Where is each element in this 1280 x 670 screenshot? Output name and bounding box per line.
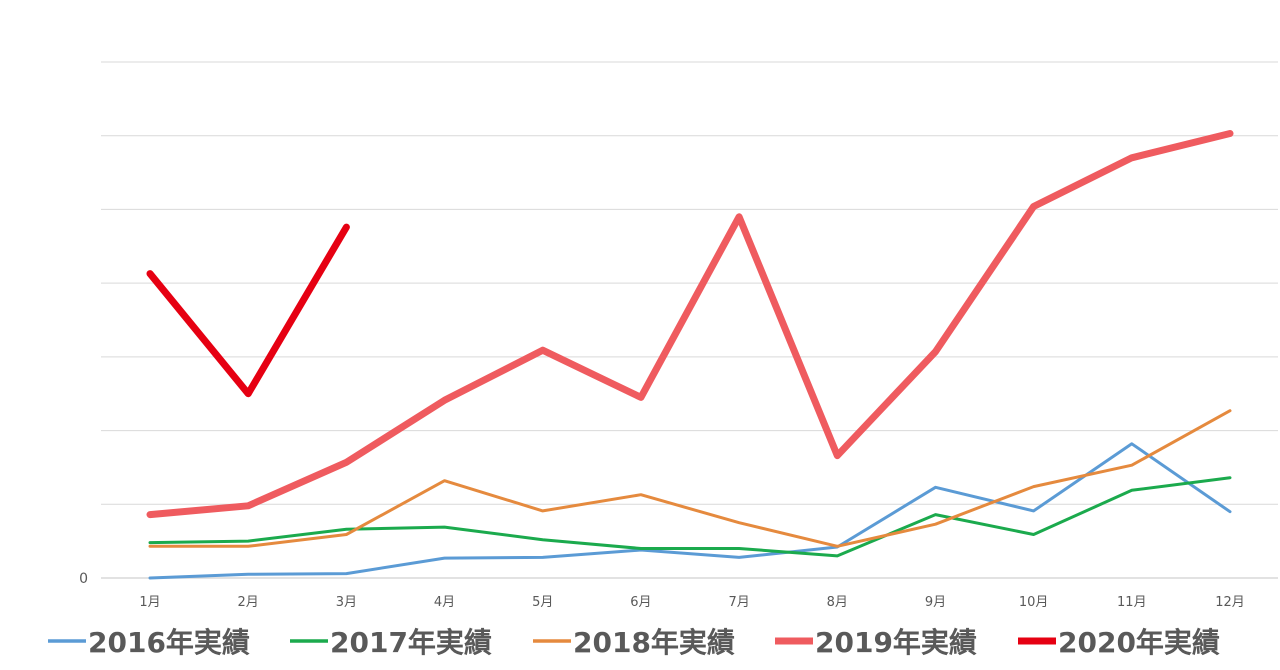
axes: 0 1月 2月 3月 4月 5月 6月 7月 8月 9月 10月 11月 12月 (79, 571, 1278, 610)
x-tick-label: 3月 (336, 595, 357, 610)
series-line-1 (148, 442, 1232, 580)
x-tick-label: 1月 (139, 595, 160, 610)
x-tick-label: 11月 (1117, 595, 1147, 610)
series-line-3 (148, 409, 1232, 548)
x-tick-label: 12月 (1215, 595, 1245, 610)
x-tick-label: 10月 (1019, 595, 1049, 610)
legend-label: 2019年実績 (815, 626, 977, 659)
legend-label: 2017年実績 (330, 626, 492, 659)
gridlines (101, 61, 1278, 505)
legend-label: 2018年実績 (573, 626, 735, 659)
y-tick-label: 0 (79, 571, 88, 587)
series-line-2 (148, 476, 1232, 558)
legend: 2016年実績 2017年実績 2018年実績 2019年実績 2020年実績 (48, 626, 1220, 659)
x-tick-label: 6月 (630, 595, 651, 610)
x-tick-label: 4月 (434, 595, 455, 610)
legend-label: 2016年実績 (88, 626, 250, 659)
x-tick-label: 8月 (827, 595, 848, 610)
x-tick-label: 2月 (238, 595, 259, 610)
series-lines (146, 130, 1234, 580)
series-line-5 (146, 223, 350, 398)
x-tick-label: 5月 (532, 595, 553, 610)
legend-label: 2020年実績 (1058, 626, 1220, 659)
x-tick-label: 9月 (925, 595, 946, 610)
series-line-4 (146, 130, 1234, 519)
x-tick-label: 7月 (728, 595, 749, 610)
